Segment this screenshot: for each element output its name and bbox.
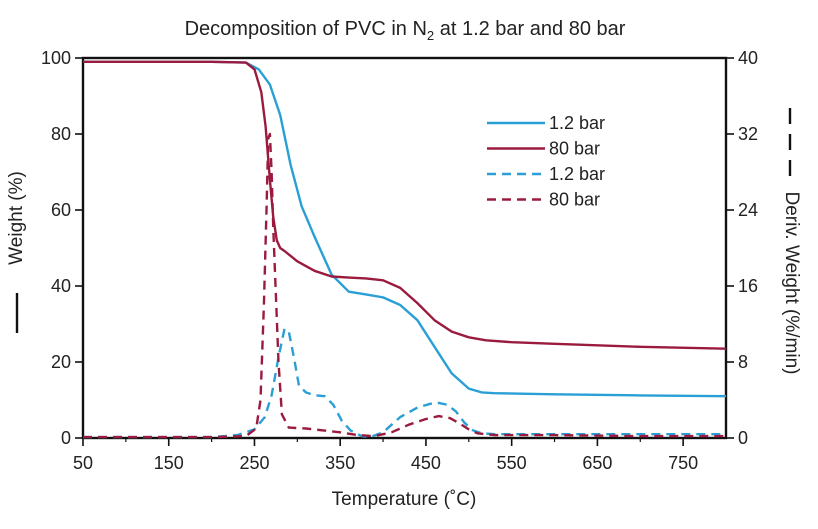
x-tick-label: 450 (411, 453, 441, 473)
chart-title: Decomposition of PVC in N2 at 1.2 bar an… (185, 18, 626, 43)
y2-axis-label: Deriv. Weight (%/min) (781, 192, 802, 375)
series-line-4-dashed (83, 132, 726, 439)
x-tick-label: 650 (582, 453, 612, 473)
legend-label: 80 bar (549, 190, 600, 210)
series-layer (83, 60, 727, 439)
y2-tick-label: 40 (738, 48, 758, 68)
x-axis-ticks: 50 150 250 350 450 550 650 750 (73, 438, 698, 473)
x-tick-label: 750 (668, 453, 698, 473)
y2-tick-label: 24 (738, 200, 758, 220)
y-tick-label: 60 (51, 200, 71, 220)
y2-tick-label: 32 (738, 124, 758, 144)
y-tick-label: 0 (61, 428, 71, 448)
x-axis-label: Temperature (˚C) (332, 489, 477, 510)
y2-tick-label: 0 (738, 428, 748, 448)
series-line-3-dashed (83, 327, 726, 439)
y-axis-label: Weight (%) (6, 171, 27, 265)
legend-label: 80 bar (549, 139, 600, 159)
y-tick-label: 80 (51, 124, 71, 144)
x-tick-label: 550 (497, 453, 527, 473)
legend-label: 1.2 bar (549, 164, 605, 184)
legend: 1.2 bar 80 bar 1.2 bar 80 bar (487, 113, 605, 210)
legend-label: 1.2 bar (549, 113, 605, 133)
y2-axis-ticks: 0 8 16 24 32 40 (726, 48, 758, 448)
y2-tick-label: 16 (738, 276, 758, 296)
series-line-2-solid (83, 60, 727, 350)
x-tick-label: 50 (73, 453, 93, 473)
x-tick-label: 150 (154, 453, 184, 473)
y-tick-label: 40 (51, 276, 71, 296)
plot-frame (81, 56, 728, 440)
series-line-1-solid (83, 60, 727, 398)
y2-tick-label: 8 (738, 352, 748, 372)
y-axis-ticks: 0 20 40 60 80 100 (41, 48, 83, 448)
y-tick-label: 20 (51, 352, 71, 372)
y-tick-label: 100 (41, 48, 71, 68)
x-tick-label: 250 (239, 453, 269, 473)
x-tick-label: 350 (325, 453, 355, 473)
